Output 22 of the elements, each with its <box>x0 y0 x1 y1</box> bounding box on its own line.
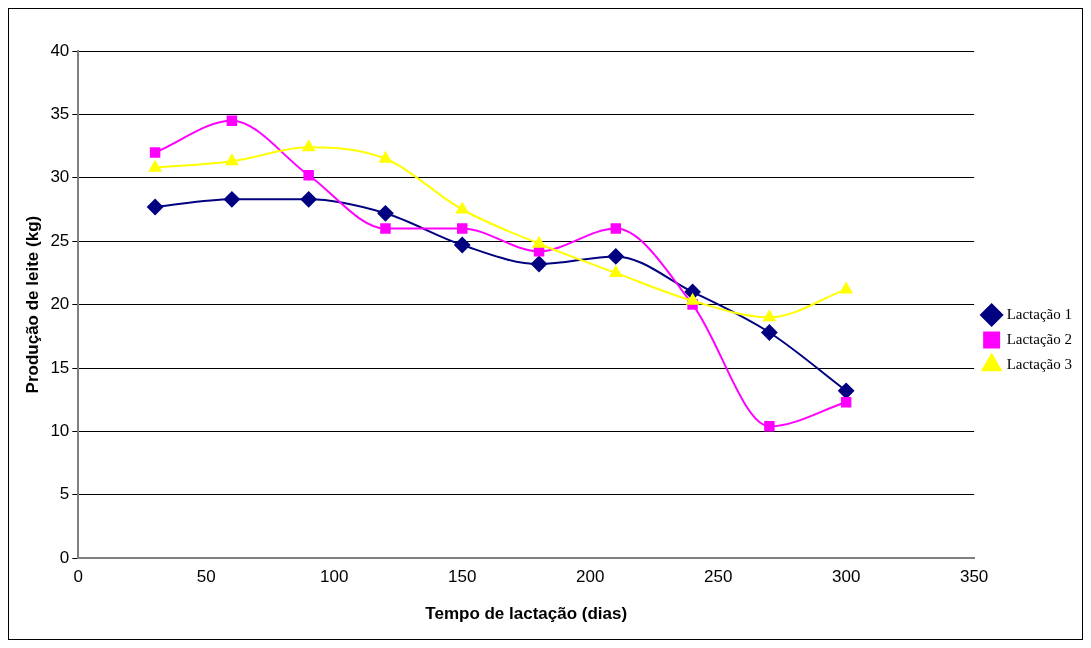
x-axis-title: Tempo de lactação (dias) <box>425 604 628 624</box>
y-tick-label: 15 <box>50 357 70 377</box>
legend-label: Lactação 3 <box>1006 355 1073 372</box>
x-tick-label: 50 <box>196 567 216 587</box>
x-tick-label: 350 <box>959 567 989 587</box>
y-tick-label: 40 <box>50 40 70 60</box>
x-tick-label: 150 <box>448 567 477 587</box>
x-tick-label: 250 <box>703 567 733 587</box>
y-tick-label: 0 <box>59 547 70 567</box>
x-tick-label: 100 <box>320 567 349 587</box>
y-tick-label: 20 <box>50 294 70 314</box>
x-tick-label: 200 <box>576 567 605 587</box>
legend-label: Lactação 2 <box>1006 330 1073 347</box>
x-tick-label: 300 <box>831 567 861 587</box>
y-tick-label: 30 <box>50 167 70 187</box>
y-tick-label: 35 <box>50 104 70 124</box>
x-tick-label: 0 <box>73 567 84 587</box>
y-tick-label: 5 <box>59 484 70 504</box>
y-axis-title: Produção de leite (kg) <box>22 215 42 394</box>
y-tick-label: 25 <box>50 230 70 250</box>
legend-label: Lactação 1 <box>1006 305 1073 322</box>
y-tick-label: 10 <box>50 421 70 441</box>
